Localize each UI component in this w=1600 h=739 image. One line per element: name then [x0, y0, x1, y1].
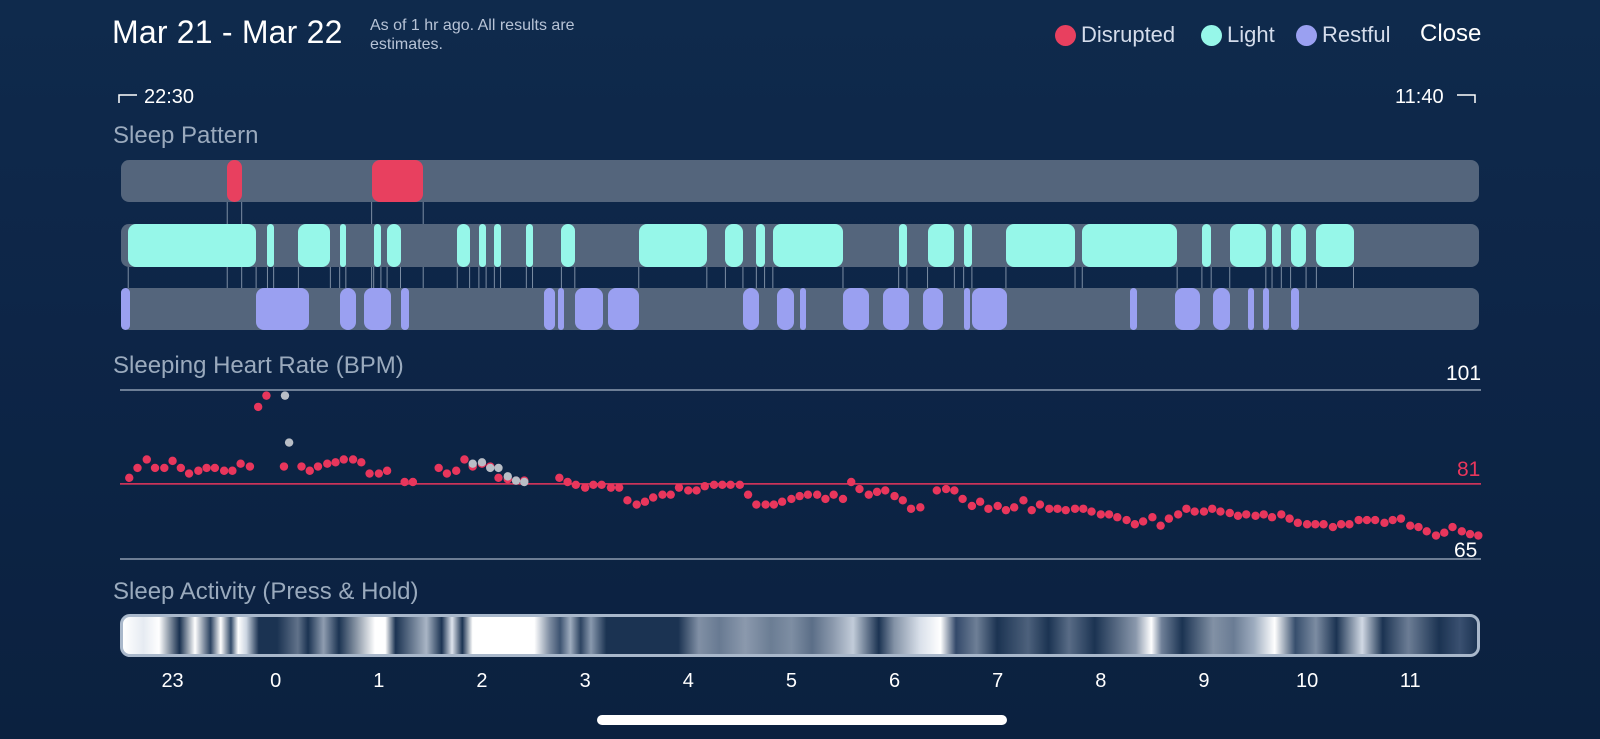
end-bracket-icon: [1456, 93, 1476, 103]
estimate-note: As of 1 hr ago. All results are estimate…: [370, 17, 575, 53]
light-segment: [457, 224, 470, 267]
light-segment: [1005, 224, 1076, 267]
disrupted-segment: [227, 160, 242, 202]
heart-rate-title: Sleeping Heart Rate (BPM): [113, 352, 404, 379]
restful-segment: [971, 288, 1007, 330]
restful-segment: [1290, 288, 1299, 330]
disrupted-dot-icon: [1055, 24, 1076, 46]
light-segment: [963, 224, 972, 267]
restful-segment: [1175, 288, 1200, 330]
light-segment: [725, 224, 743, 267]
light-segment: [1272, 224, 1282, 267]
disrupted-track[interactable]: [121, 160, 1479, 202]
light-track[interactable]: [121, 224, 1479, 267]
time-tick-label: 7: [992, 670, 1004, 692]
light-segment: [1082, 224, 1178, 267]
time-tick-label: 3: [579, 670, 591, 692]
light-segment: [128, 224, 257, 267]
restful-segment: [1213, 288, 1230, 330]
sleep-pattern-title: Sleep Pattern: [113, 122, 259, 149]
restful-segment: [1262, 288, 1269, 330]
restful-segment: [558, 288, 565, 330]
light-segment: [1290, 224, 1307, 267]
hr-min-label: 65: [1454, 539, 1478, 562]
time-tick-label: 2: [476, 670, 488, 692]
time-tick-label: 9: [1198, 670, 1210, 692]
sleep-activity-bar[interactable]: [120, 614, 1480, 657]
light-segment: [638, 224, 707, 267]
restful-segment: [776, 288, 795, 330]
restful-segment: [742, 288, 760, 330]
time-tick-label: 4: [682, 670, 694, 692]
restful-segment: [267, 288, 276, 330]
light-segment: [1316, 224, 1354, 267]
home-indicator: [597, 715, 1007, 725]
light-segment: [1229, 224, 1266, 267]
time-tick-label: 8: [1095, 670, 1107, 692]
restful-segment: [364, 288, 392, 330]
restful-segment: [842, 288, 869, 330]
time-tick-label: 1: [373, 670, 385, 692]
light-segment: [1201, 224, 1212, 267]
restful-track[interactable]: [121, 288, 1479, 330]
restful-segment: [121, 288, 131, 330]
end-time: 11:40: [1395, 86, 1444, 108]
time-tick-label: 0: [270, 670, 282, 692]
light-segment: [772, 224, 843, 267]
light-dot-icon: [1201, 24, 1222, 46]
light-segment: [478, 224, 487, 267]
restful-segment: [574, 288, 603, 330]
close-button[interactable]: Close: [1420, 20, 1482, 47]
sleep-activity-title: Sleep Activity (Press & Hold): [113, 578, 419, 605]
restful-segment: [1248, 288, 1255, 330]
restful-dot-icon: [1296, 24, 1317, 46]
light-segment: [526, 224, 533, 267]
light-segment: [298, 224, 331, 267]
light-segment: [339, 224, 346, 267]
light-segment: [387, 224, 401, 267]
restful-segment: [883, 288, 909, 330]
time-tick-label: 10: [1295, 670, 1319, 692]
restful-segment: [1129, 288, 1137, 330]
restful-segment: [400, 288, 409, 330]
restful-segment: [543, 288, 556, 330]
restful-segment: [963, 288, 970, 330]
end-time-marker: 11:40: [1395, 86, 1476, 109]
start-time-marker: 22:30: [118, 86, 194, 109]
legend-restful: Restful: [1296, 20, 1390, 50]
restful-segment: [799, 288, 806, 330]
time-tick-label: 6: [888, 670, 901, 692]
restful-segment: [607, 288, 639, 330]
light-segment: [756, 224, 765, 267]
time-tick-label: 5: [785, 670, 797, 692]
legend-restful-label: Restful: [1322, 22, 1391, 47]
time-tick-label: 11: [1399, 670, 1421, 692]
disrupted-segment: [371, 160, 424, 202]
start-bracket-icon: [118, 93, 137, 103]
hr-max-label: 101: [1446, 362, 1482, 385]
legend-light: Light: [1201, 20, 1275, 50]
restful-segment: [339, 288, 357, 330]
legend-light-label: Light: [1227, 22, 1275, 47]
restful-segment: [256, 288, 309, 330]
legend-disrupted-label: Disrupted: [1081, 22, 1176, 47]
date-range-title: Mar 21 - Mar 22: [112, 14, 343, 50]
restful-segment: [923, 288, 943, 330]
light-segment: [494, 224, 501, 267]
time-tick-label: 23: [161, 670, 184, 692]
start-time: 22:30: [144, 86, 195, 108]
light-segment: [898, 224, 907, 267]
light-segment: [927, 224, 955, 267]
light-segment: [561, 224, 575, 267]
light-segment: [267, 224, 274, 267]
hr-avg-label: 81: [1457, 458, 1481, 481]
light-segment: [373, 224, 381, 267]
legend-disrupted: Disrupted: [1055, 20, 1175, 50]
